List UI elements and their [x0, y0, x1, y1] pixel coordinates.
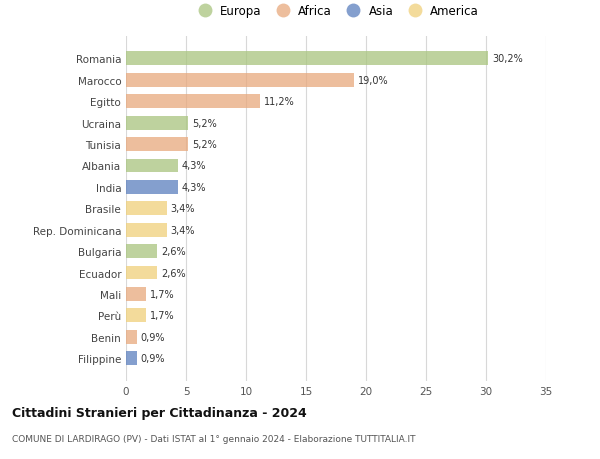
Bar	[126, 266, 157, 280]
Text: 4,3%: 4,3%	[181, 183, 206, 192]
Bar	[126, 223, 167, 237]
Text: 30,2%: 30,2%	[492, 54, 523, 64]
Text: Cittadini Stranieri per Cittadinanza - 2024: Cittadini Stranieri per Cittadinanza - 2…	[12, 406, 307, 419]
Text: 2,6%: 2,6%	[161, 246, 185, 257]
Bar	[126, 95, 260, 109]
Bar	[126, 52, 488, 66]
Bar	[126, 352, 137, 365]
Text: 3,4%: 3,4%	[170, 204, 195, 214]
Text: 5,2%: 5,2%	[192, 140, 217, 150]
Bar	[126, 202, 167, 216]
Legend: Europa, Africa, Asia, America: Europa, Africa, Asia, America	[191, 3, 481, 21]
Bar	[126, 309, 146, 323]
Text: 1,7%: 1,7%	[150, 289, 175, 299]
Bar	[126, 159, 178, 173]
Bar	[126, 287, 146, 301]
Bar	[126, 138, 188, 152]
Text: 0,9%: 0,9%	[140, 332, 165, 342]
Text: 19,0%: 19,0%	[358, 76, 388, 86]
Text: 3,4%: 3,4%	[170, 225, 195, 235]
Text: 1,7%: 1,7%	[150, 311, 175, 321]
Bar	[126, 180, 178, 195]
Text: COMUNE DI LARDIRAGO (PV) - Dati ISTAT al 1° gennaio 2024 - Elaborazione TUTTITAL: COMUNE DI LARDIRAGO (PV) - Dati ISTAT al…	[12, 434, 415, 443]
Bar	[126, 74, 354, 88]
Text: 4,3%: 4,3%	[181, 161, 206, 171]
Bar	[126, 117, 188, 130]
Bar	[126, 245, 157, 258]
Bar	[126, 330, 137, 344]
Text: 5,2%: 5,2%	[192, 118, 217, 129]
Text: 2,6%: 2,6%	[161, 268, 185, 278]
Text: 11,2%: 11,2%	[264, 97, 295, 107]
Text: 0,9%: 0,9%	[140, 353, 165, 364]
